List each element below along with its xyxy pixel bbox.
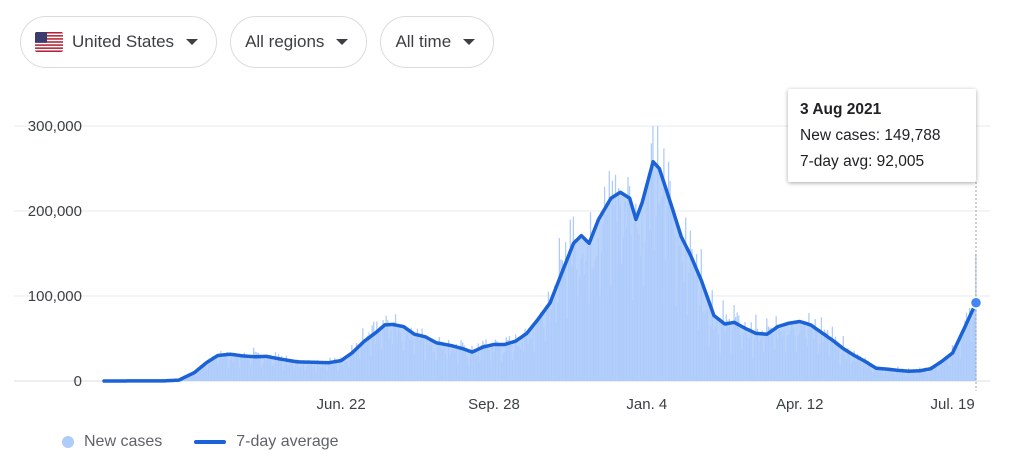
dropdown-caret-icon — [336, 39, 349, 45]
tooltip-date: 3 Aug 2021 — [800, 101, 882, 118]
y-tick-label: 200,000 — [28, 203, 82, 220]
region-label: All regions — [245, 32, 325, 51]
average-line — [102, 159, 978, 383]
country-dropdown[interactable]: United States — [20, 16, 218, 68]
x-tick-label: Apr. 12 — [776, 396, 824, 413]
hover-point — [969, 296, 983, 310]
region-dropdown[interactable]: All regions — [230, 16, 368, 68]
x-tick-label: Jan. 4 — [626, 396, 667, 413]
new-cases-area — [104, 161, 976, 381]
time-range-dropdown[interactable]: All time — [380, 16, 495, 68]
average-legend-marker — [194, 440, 227, 444]
chart-legend: New cases 7-day average — [62, 433, 339, 451]
chart-tooltip: 3 Aug 2021 New cases: 149,788 7-day avg:… — [788, 89, 976, 182]
new-cases-legend-marker — [62, 436, 74, 448]
x-tick-label: Sep. 28 — [468, 396, 520, 413]
average-legend-label: 7-day average — [236, 433, 339, 450]
x-tick-label: Jul. 19 — [930, 396, 974, 413]
y-tick-label: 100,000 — [28, 288, 82, 305]
y-tick-label: 300,000 — [28, 118, 82, 135]
us-flag-icon — [35, 32, 63, 52]
country-label: United States — [72, 32, 175, 51]
tooltip-new-cases: New cases: 149,788 — [800, 127, 941, 144]
time-range-label: All time — [395, 32, 452, 51]
y-tick-label: 0 — [74, 373, 82, 390]
filter-bar: United States All regions All time — [20, 16, 495, 68]
new-cases-legend-label: New cases — [84, 433, 163, 450]
dropdown-caret-icon — [463, 39, 476, 45]
tooltip-average: 7-day avg: 92,005 — [800, 153, 925, 170]
x-tick-label: Jun. 22 — [316, 396, 365, 413]
dropdown-caret-icon — [186, 39, 199, 45]
